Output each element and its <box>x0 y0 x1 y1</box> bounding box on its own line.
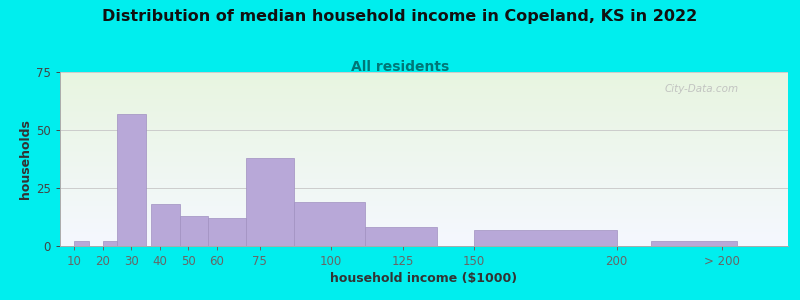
Bar <box>151 204 180 246</box>
Bar <box>474 230 617 246</box>
Bar <box>209 218 246 246</box>
Bar <box>180 216 209 246</box>
Bar <box>74 242 89 246</box>
Bar <box>366 227 437 246</box>
Bar <box>103 242 117 246</box>
X-axis label: household income ($1000): household income ($1000) <box>330 272 518 285</box>
Y-axis label: households: households <box>19 119 32 199</box>
Text: City-Data.com: City-Data.com <box>664 84 738 94</box>
Bar <box>294 202 366 246</box>
Text: Distribution of median household income in Copeland, KS in 2022: Distribution of median household income … <box>102 9 698 24</box>
Bar <box>246 158 294 246</box>
Bar <box>651 242 737 246</box>
Text: All residents: All residents <box>351 60 449 74</box>
Bar <box>117 114 146 246</box>
